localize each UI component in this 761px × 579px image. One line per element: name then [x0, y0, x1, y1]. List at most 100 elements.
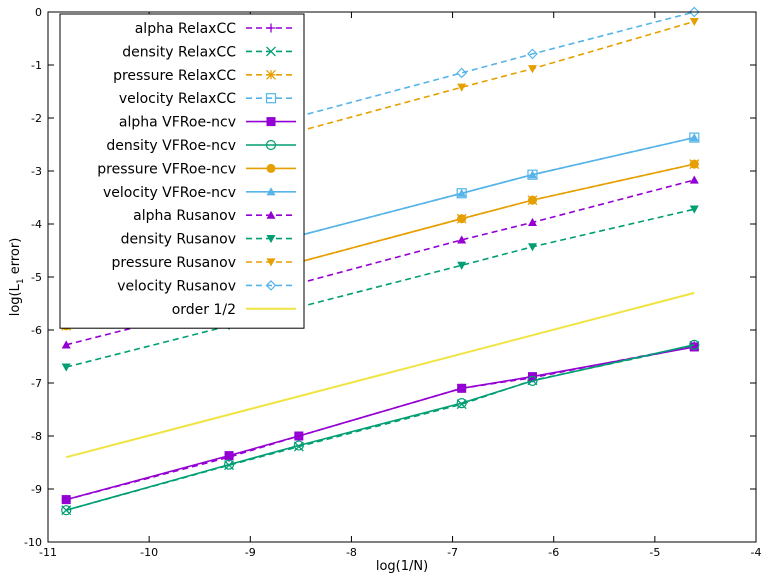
data-point — [689, 339, 700, 350]
x-tick-label: -10 — [140, 546, 158, 559]
data-point — [688, 6, 700, 18]
x-tick-label: -4 — [751, 546, 761, 559]
legend-item: density RelaxCC — [122, 44, 296, 60]
y-tick-label: -3 — [31, 165, 42, 178]
data-point — [61, 505, 72, 516]
series-line — [65, 346, 695, 501]
data-point — [527, 375, 538, 386]
legend-label: velocity Rusanov — [117, 278, 236, 294]
legend-label: density Rusanov — [121, 232, 236, 248]
legend-box — [59, 13, 305, 329]
legend-label: alpha VFRoe-ncv — [119, 115, 236, 131]
legend-swatch-marker — [266, 69, 276, 80]
legend-label: alpha Rusanov — [133, 208, 236, 224]
axis-ticks: -11 -10 -9 -8 -7 -6 -5 -4-10-9-8-7-6-5-4-3-2-10 — [24, 6, 761, 559]
legend-item: pressure RelaxCC — [113, 68, 296, 84]
y-tick-label: -9 — [31, 483, 42, 496]
legend-item: pressure Rusanov — [112, 255, 296, 271]
legend-item: velocity Rusanov — [117, 278, 296, 294]
data-point — [527, 170, 537, 179]
legend-swatch-marker — [266, 258, 276, 267]
y-tick-label: -7 — [31, 377, 42, 390]
y-tick-label: -1 — [31, 59, 42, 72]
y-tick-label: -4 — [31, 218, 42, 231]
x-tick-label: -5 — [649, 546, 660, 559]
series-line — [66, 208, 695, 368]
data-point — [61, 363, 71, 372]
legend-swatch-marker — [266, 46, 276, 57]
series-line — [65, 344, 695, 511]
data-point — [294, 431, 304, 441]
x-tick-label: -11 — [39, 546, 57, 559]
legend-swatch-marker — [266, 235, 276, 244]
legend-item: velocity RelaxCC — [119, 91, 296, 107]
x-tick-label: -8 — [346, 546, 357, 559]
data-point — [689, 17, 699, 27]
data-point — [689, 175, 699, 184]
legend-item: pressure VFRoe-ncv — [97, 161, 296, 177]
legend-label: density RelaxCC — [122, 44, 236, 60]
data-point — [689, 159, 699, 169]
legend-item: density Rusanov — [121, 232, 296, 248]
y-tick-label: -10 — [24, 536, 42, 549]
legend-label: pressure RelaxCC — [113, 68, 236, 84]
legend-swatch-marker — [266, 117, 276, 127]
data-point — [527, 48, 538, 60]
data-point — [457, 383, 467, 393]
data-point — [61, 495, 71, 505]
series-order-1-2 — [65, 291, 695, 459]
legend-label: pressure Rusanov — [112, 255, 237, 271]
legend-swatch-marker — [265, 93, 277, 104]
data-point — [457, 235, 467, 244]
legend-label: velocity VFRoe-ncv — [103, 185, 236, 201]
y-axis-title: log(L1 error) — [8, 238, 26, 317]
x-tick-label: -7 — [447, 546, 458, 559]
data-point — [527, 217, 537, 227]
series-line — [66, 179, 695, 346]
data-point — [689, 133, 699, 142]
series-density-rusanov — [61, 205, 699, 372]
data-point — [456, 67, 468, 79]
legend-item: alpha RelaxCC — [135, 21, 296, 37]
data-point — [224, 451, 234, 461]
data-point — [527, 243, 537, 252]
series-density-vfroe-ncv — [61, 339, 700, 516]
x-axis-title: log(1/N) — [376, 559, 428, 574]
legend-swatch-marker — [265, 280, 277, 291]
data-point — [457, 188, 467, 197]
data-point — [457, 261, 467, 270]
series-line — [65, 345, 695, 501]
legend-label: density VFRoe-ncv — [106, 138, 236, 154]
x-tick-label: -9 — [245, 546, 256, 559]
legend-label: pressure VFRoe-ncv — [97, 161, 236, 177]
legend-swatch-marker — [266, 23, 276, 33]
legend-swatch-marker — [265, 139, 277, 151]
y-tick-label: 0 — [35, 6, 42, 19]
data-point — [527, 195, 537, 205]
legend-swatch-marker — [266, 187, 276, 196]
data-point — [61, 340, 71, 349]
data-point — [457, 83, 467, 92]
data-point — [689, 342, 699, 352]
data-point — [456, 398, 467, 409]
data-point — [293, 440, 304, 451]
y-tick-label: -5 — [31, 271, 42, 284]
legend-swatch-marker — [266, 163, 276, 173]
legend-swatch-marker — [266, 210, 276, 219]
series-line — [66, 20, 695, 193]
data-point — [457, 214, 467, 224]
data-point — [527, 65, 537, 74]
y-tick-label: -6 — [31, 324, 42, 337]
series-line — [65, 291, 695, 459]
legend-item: velocity VFRoe-ncv — [103, 185, 296, 201]
legend-label: order 1/2 — [172, 302, 236, 318]
legend-item: order 1/2 — [172, 302, 296, 318]
legend-label: alpha RelaxCC — [135, 21, 236, 37]
legend-item: alpha Rusanov — [133, 208, 296, 224]
legend-label: velocity RelaxCC — [119, 91, 236, 107]
legend: alpha RelaxCC density RelaxCC pressure Rel… — [59, 13, 305, 329]
data-point — [223, 459, 235, 470]
legend-item: alpha VFRoe-ncv — [119, 115, 296, 131]
data-point — [689, 205, 699, 214]
